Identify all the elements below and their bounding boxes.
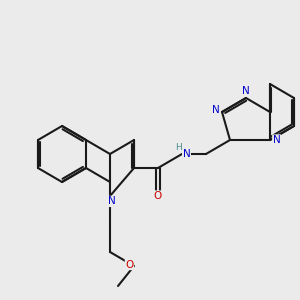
Text: N: N bbox=[273, 135, 280, 145]
Text: H: H bbox=[175, 143, 182, 152]
Text: O: O bbox=[154, 191, 162, 201]
Text: N: N bbox=[183, 149, 190, 159]
Text: N: N bbox=[212, 106, 219, 116]
Text: O: O bbox=[125, 260, 134, 269]
Text: N: N bbox=[108, 196, 116, 206]
Text: N: N bbox=[242, 86, 250, 96]
